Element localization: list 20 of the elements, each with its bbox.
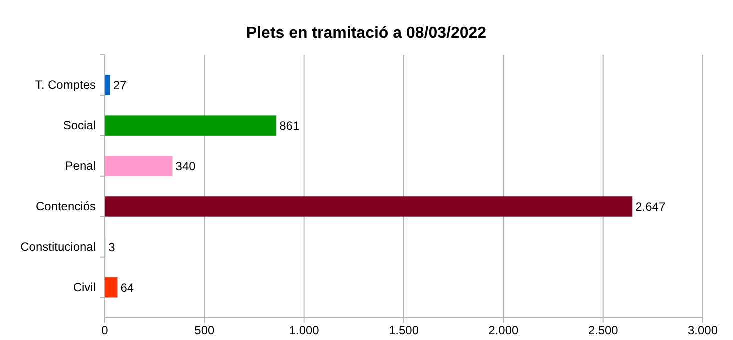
- data-label: 861: [280, 119, 300, 134]
- x-tick-label: 2.500: [588, 324, 619, 338]
- chart-title: Plets en tramitació a 08/03/2022: [246, 25, 487, 42]
- x-tick-label: 1.500: [388, 324, 420, 338]
- x-tick-label: 1.000: [289, 324, 320, 338]
- x-tick-label: 2.000: [488, 324, 520, 338]
- x-tick-label: 0: [102, 324, 109, 338]
- y-tick-label: T. Comptes: [35, 78, 96, 92]
- y-tick-label: Civil: [73, 280, 96, 294]
- y-tick-label: Contenciós: [36, 200, 96, 214]
- y-tick-label: Social: [63, 118, 96, 133]
- data-label: 27: [113, 78, 128, 93]
- data-label: 2.647: [636, 200, 666, 214]
- x-tick-label: 500: [194, 324, 215, 338]
- y-tick-label: Penal: [65, 159, 96, 174]
- x-tick-label: 3.000: [688, 324, 718, 338]
- data-label: 3: [108, 240, 116, 254]
- data-label: 64: [120, 280, 134, 295]
- y-tick-label: Constitucional: [20, 240, 96, 254]
- data-label: 340: [176, 159, 196, 174]
